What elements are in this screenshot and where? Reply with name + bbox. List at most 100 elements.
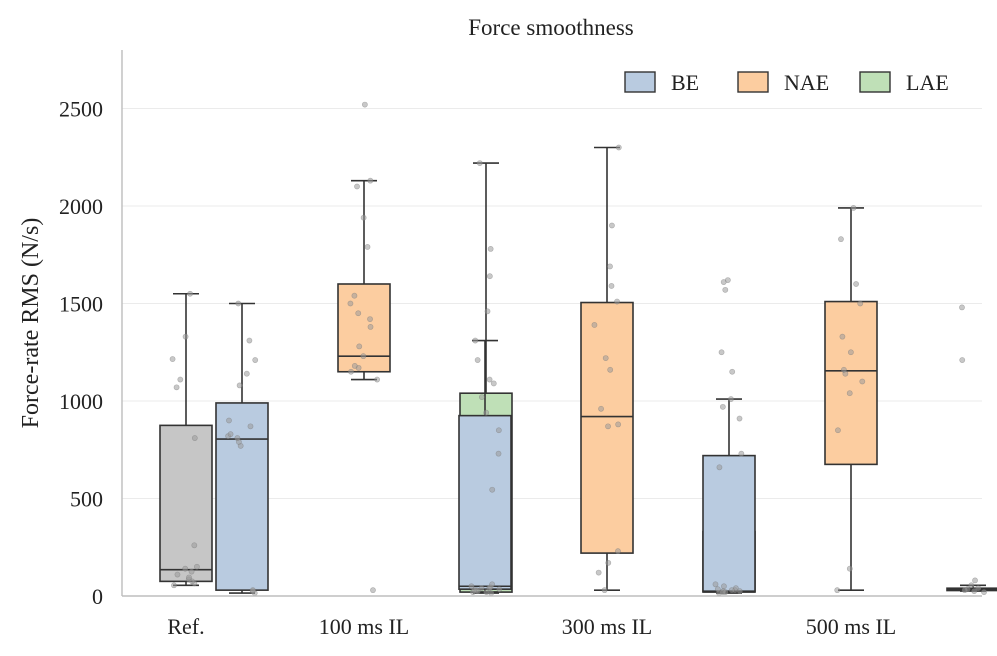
data-point [495,427,502,434]
data-point [607,366,614,373]
data-point [249,587,256,594]
data-point [489,581,496,588]
data-point [474,357,481,363]
data-point [367,177,374,184]
data-point [191,542,198,549]
data-point [846,390,853,397]
data-point [850,205,857,211]
data-point [495,450,502,457]
data-point [476,160,483,166]
data-point [182,333,189,340]
x-tick-labels: Ref. 100 ms IL 300 ms IL 500 ms IL [167,614,896,639]
box-rect [702,454,756,593]
data-point [374,376,381,383]
data-point [496,586,503,593]
data-point [361,101,368,108]
data-point [367,323,374,330]
box-rect [215,402,269,591]
x-tick-label: Ref. [167,614,204,639]
data-point [246,337,253,344]
data-point [736,415,743,422]
data-point [615,421,622,428]
legend: BE NAE LAE [624,70,949,95]
data-point [959,357,966,363]
data-point [483,409,490,416]
data-point [235,300,242,307]
data-point [360,353,367,360]
box-500-ms-il-nae [824,207,878,591]
box-rect [159,424,213,583]
data-point [975,585,982,592]
y-tick-label: 1500 [59,292,103,317]
data-point [348,368,354,375]
data-point [354,183,360,190]
data-point [483,589,490,595]
axes [121,50,982,597]
x-tick-label: 100 ms IL [319,614,409,639]
data-point [714,586,721,593]
data-point [488,590,495,596]
data-point [487,245,494,252]
data-point [846,565,853,572]
data-point [227,431,234,438]
data-point [971,588,978,595]
data-point [840,366,847,373]
legend-item-be: BE [624,70,699,95]
data-point [234,435,241,441]
data-points [169,101,987,596]
box-300-ms-il-nae [580,146,634,591]
y-tick-label: 1000 [59,389,103,414]
data-point [472,337,479,344]
data-point [177,376,184,383]
legend-label: LAE [906,70,949,95]
data-point [188,568,195,575]
box-100-ms-il-be [215,302,269,594]
y-tick-label: 500 [70,487,103,512]
legend-item-nae: NAE [737,70,829,95]
data-point [489,486,496,493]
data-point [173,384,180,391]
data-point [351,362,358,369]
data-point [367,316,373,322]
data-point [716,464,723,471]
data-point [738,450,745,457]
data-point [712,581,719,588]
data-point [839,333,846,340]
data-point [370,587,376,594]
data-point [959,304,965,311]
legend-label: NAE [784,70,829,95]
data-point [591,322,598,328]
legend-swatch [737,71,769,93]
data-point [615,548,621,555]
data-point [718,349,725,356]
data-point [608,283,615,289]
data-point [724,277,731,283]
data-point [853,281,859,287]
data-point [834,587,841,594]
data-point [964,586,971,593]
data-point [169,356,176,362]
legend-label: BE [671,70,699,95]
data-point [187,290,193,297]
data-point [171,582,177,589]
data-point [174,571,181,578]
box-rect [824,300,878,466]
data-point [857,300,864,307]
data-point [605,423,611,430]
legend-swatch [859,71,891,93]
data-point [226,417,232,424]
data-point [607,263,613,270]
data-point [981,589,987,595]
data-point [835,427,841,434]
data-point [191,435,198,441]
data-point [721,583,727,590]
data-point [598,405,604,412]
box-rect [458,414,512,590]
y-axis-label: Force-rate RMS (N/s) [18,218,44,429]
data-point [356,343,363,350]
data-point [722,286,729,293]
legend-item-lae: LAE [859,70,949,95]
data-point [468,583,475,590]
data-point [486,273,493,280]
